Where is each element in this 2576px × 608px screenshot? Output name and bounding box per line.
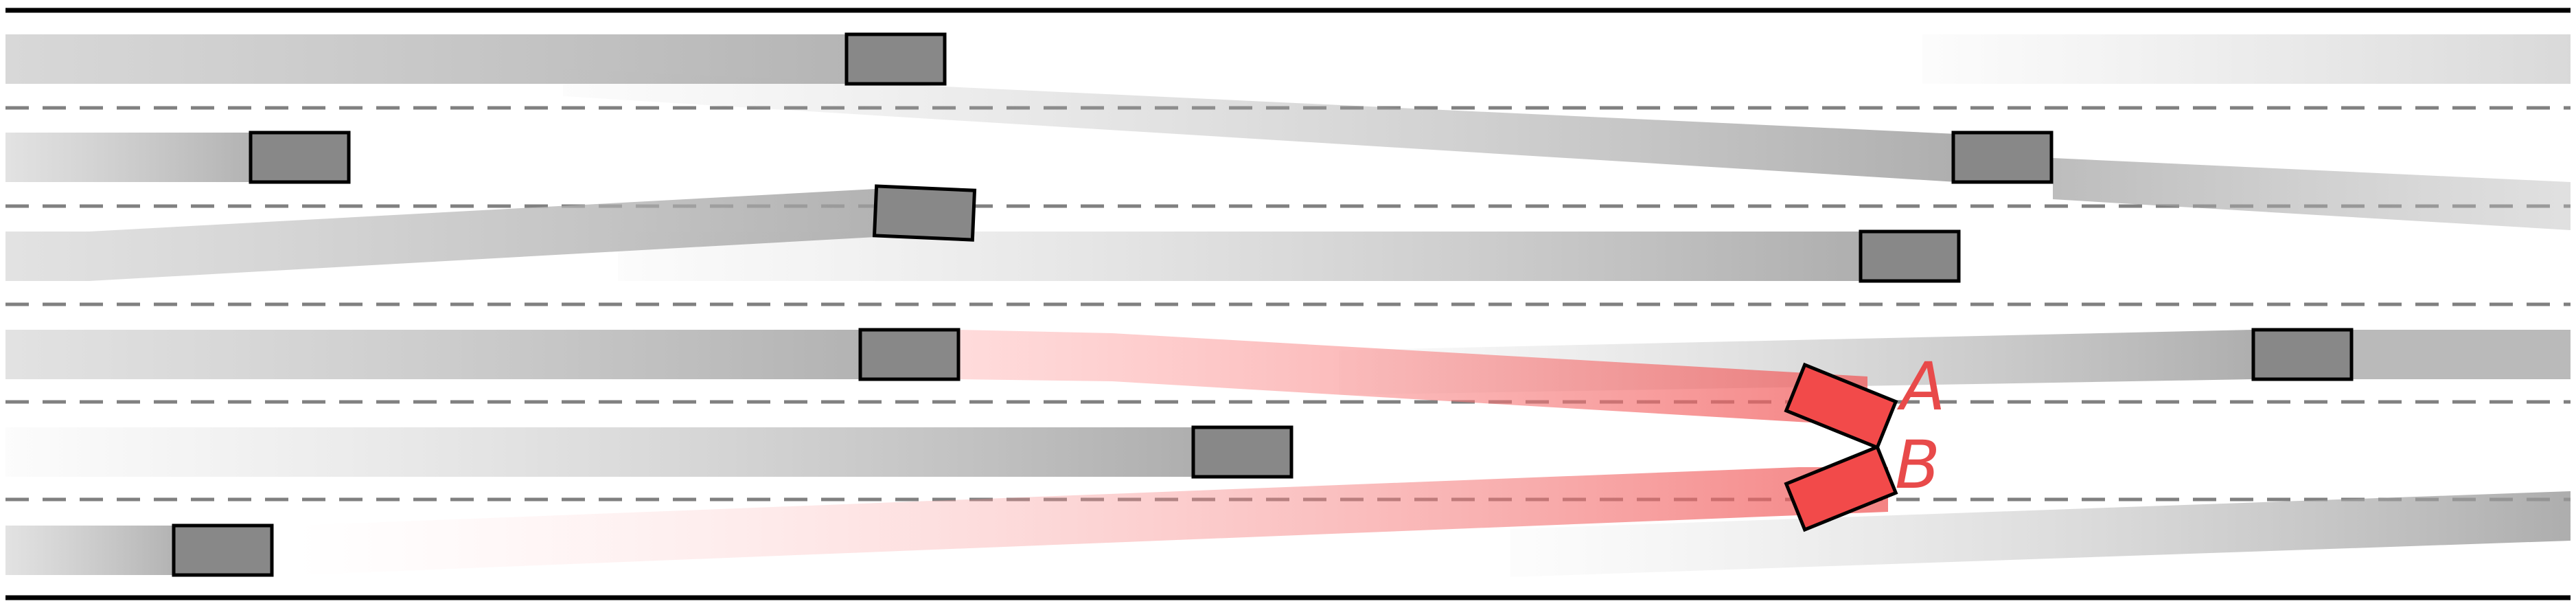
vehicle [858,328,961,381]
trail-lane6-right [1510,491,2571,577]
ego-trails [295,330,1888,575]
label-a: A [1896,348,1946,425]
ego-vehicle-a [1784,362,1898,450]
trail-diagonal-lane1-lane2 [563,69,1957,182]
ego-vehicle-b [1784,444,1898,532]
vehicle [249,131,351,184]
vehicle [1859,229,1961,283]
vehicle [1951,131,2054,184]
trajectory-trails [5,34,2571,577]
trail-lane2-left [5,133,249,182]
ego-trail-a [958,330,1867,426]
label-b: B [1895,427,1940,504]
vehicles [172,32,2354,577]
vehicle [172,523,274,577]
trail-lane4-left [5,330,860,379]
vehicle [2251,328,2354,381]
trail-diagonal-lane3 [5,189,875,281]
trail-lane4-far [2351,330,2571,379]
trail-lane3 [618,232,1861,281]
ego-trail-b [295,467,1888,575]
trail-lane6-left [5,526,174,575]
vehicle [872,184,977,242]
ego-vehicles [1784,362,1898,532]
vehicle [1191,425,1293,479]
vehicle [844,32,947,86]
trail-lane5 [5,427,1193,477]
trail-lane1-right [1922,34,2571,84]
trail-lane2-right [2053,158,2571,230]
